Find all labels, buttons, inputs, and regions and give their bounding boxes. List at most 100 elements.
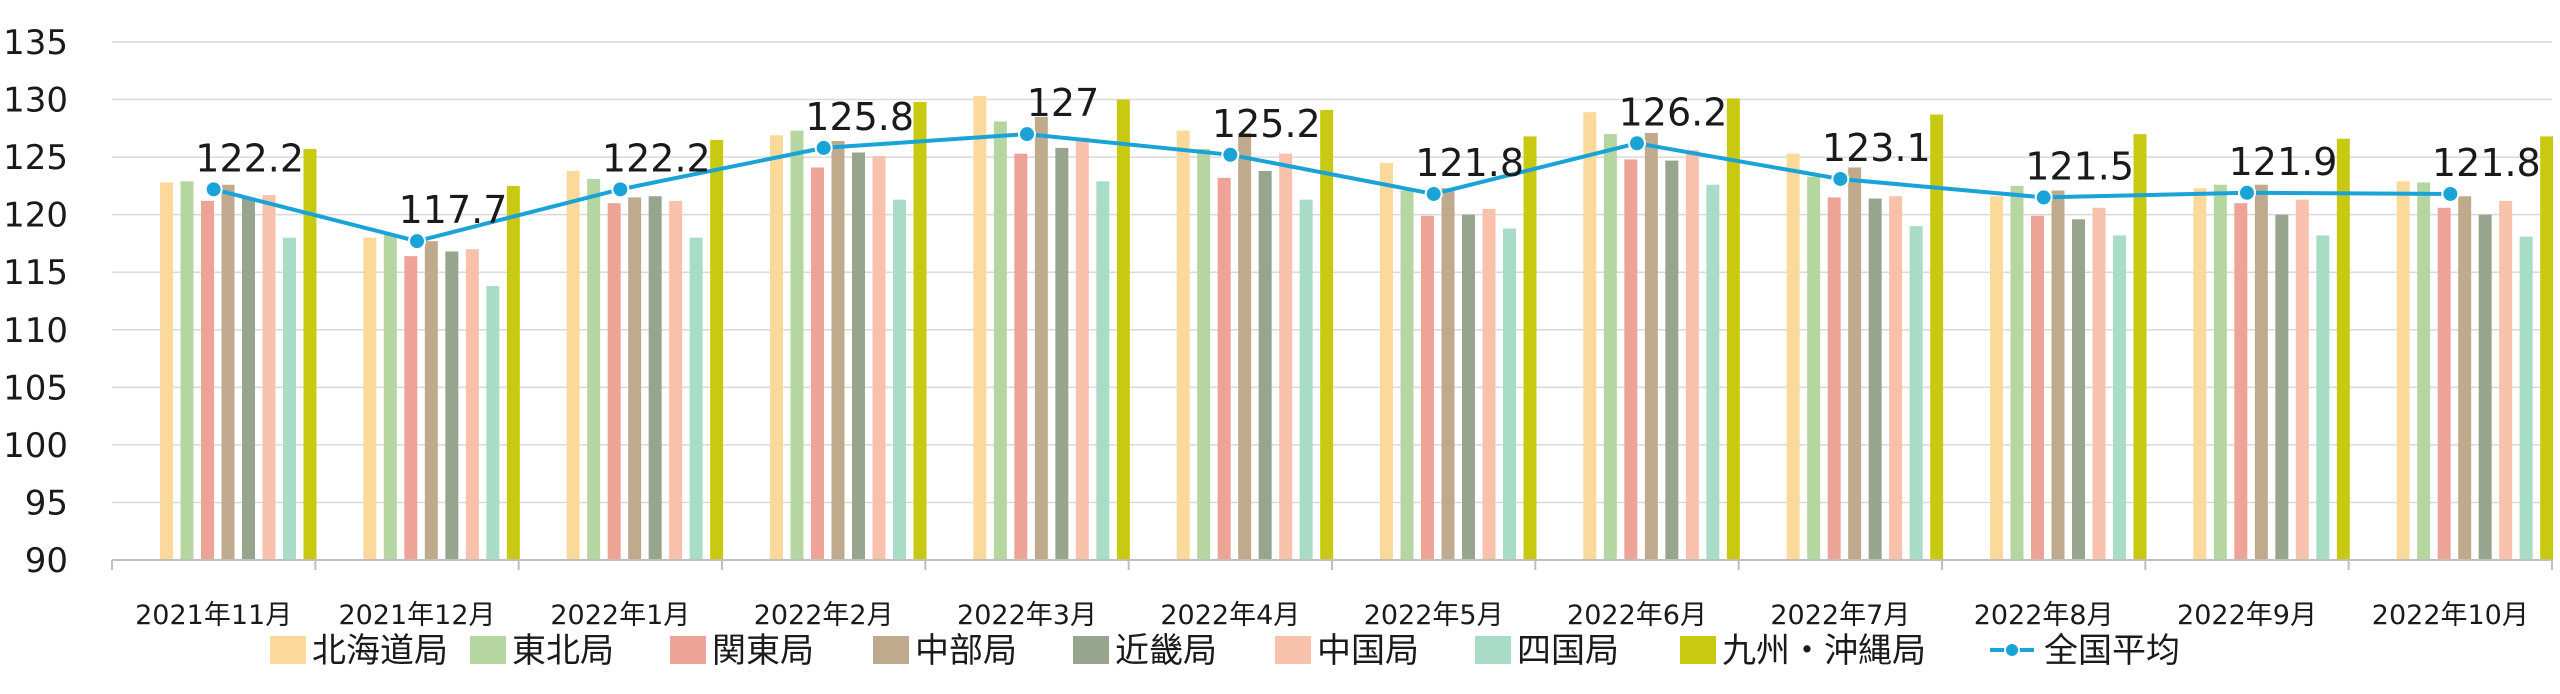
- bar: [1583, 112, 1597, 561]
- x-axis: [111, 559, 2553, 570]
- legend-label: 近畿局: [1115, 631, 1217, 671]
- bar: [363, 237, 377, 560]
- legend-swatch: [470, 636, 506, 664]
- line-point: [2441, 184, 2460, 203]
- data-label: 122.2: [602, 136, 711, 180]
- bar: [1868, 198, 1882, 560]
- bar: [2275, 214, 2289, 560]
- bar: [811, 167, 824, 560]
- bar: [607, 203, 621, 560]
- y-axis-ticks: 90 95 100 105 110 115 120 125 130 135: [3, 23, 68, 581]
- bar: [2133, 134, 2147, 561]
- bar: [1299, 199, 1313, 561]
- bar: [1726, 98, 1740, 560]
- bars: [160, 96, 2554, 561]
- data-label: 121.8: [2432, 141, 2541, 185]
- bar: [2193, 188, 2207, 561]
- data-label: 121.8: [1415, 141, 1524, 185]
- y-tick-label: 135: [3, 23, 68, 63]
- bar: [2072, 219, 2085, 560]
- bar: [2396, 181, 2410, 561]
- line-point: [814, 138, 833, 157]
- bar: [486, 286, 500, 560]
- bar: [1889, 196, 1903, 560]
- bar: [424, 241, 438, 561]
- bar: [852, 152, 865, 561]
- bar: [1116, 99, 1130, 561]
- x-tick-label: 2022年4月: [1160, 600, 1300, 631]
- y-tick-label: 110: [3, 311, 68, 351]
- bar: [2316, 235, 2330, 561]
- x-tick-label: 2022年10月: [2372, 600, 2529, 631]
- line-point: [1221, 145, 1240, 164]
- legend-label: 中部局: [915, 631, 1017, 671]
- data-label: 121.9: [2229, 140, 2338, 184]
- bar: [1258, 170, 1272, 560]
- bar: [1176, 130, 1190, 560]
- bar: [404, 256, 418, 560]
- bar: [587, 178, 601, 560]
- bar: [1421, 215, 1434, 560]
- legend-swatch: [1475, 636, 1511, 664]
- average-line-path: [213, 132, 2451, 244]
- bar: [1441, 188, 1455, 561]
- bar: [1930, 114, 1944, 561]
- y-tick-label: 100: [3, 426, 68, 466]
- x-tick-label: 2022年3月: [957, 600, 1097, 631]
- bar: [1400, 190, 1414, 560]
- bar: [242, 197, 255, 560]
- bar: [566, 170, 580, 560]
- bar: [1827, 197, 1841, 560]
- bar: [973, 96, 987, 560]
- data-label: 123.1: [1822, 126, 1931, 170]
- bar: [1786, 153, 1800, 560]
- data-label: 125.8: [805, 95, 914, 139]
- average-line: [204, 125, 2460, 251]
- legend-swatch: [1275, 636, 1311, 664]
- line-point: [204, 180, 223, 199]
- legend-line-marker: [2004, 642, 2020, 658]
- bar: [1503, 228, 1516, 561]
- x-tick-label: 2022年8月: [1974, 600, 2114, 631]
- y-tick-label: 125: [3, 138, 68, 178]
- bar: [2458, 196, 2472, 560]
- bar: [1380, 162, 1393, 560]
- bar: [1644, 132, 1658, 560]
- line-point: [1628, 134, 1646, 153]
- bar: [872, 155, 886, 560]
- bar: [1217, 177, 1231, 560]
- legend-swatch: [1680, 636, 1716, 664]
- bar: [2417, 182, 2431, 561]
- line-point: [1018, 125, 1036, 144]
- bar: [2213, 184, 2227, 560]
- bar: [1034, 116, 1048, 561]
- y-tick-label: 105: [3, 368, 68, 408]
- legend-label: 東北局: [512, 631, 614, 671]
- bar: [1320, 109, 1334, 560]
- bar: [1685, 150, 1699, 560]
- bar: [1807, 176, 1821, 560]
- y-tick-label: 130: [3, 81, 68, 121]
- bar: [1909, 226, 1923, 560]
- bar: [770, 135, 783, 561]
- data-label: 117.7: [399, 188, 508, 232]
- x-tick-label: 2022年2月: [754, 600, 894, 631]
- legend-label: 北海道局: [312, 631, 448, 671]
- y-tick-label: 90: [25, 541, 68, 581]
- data-label: 126.2: [1619, 90, 1728, 134]
- bar: [1523, 136, 1537, 560]
- line-point: [2238, 183, 2256, 202]
- data-labels: 122.2 117.7 122.2 125.8 127 125.2 121.8 126.2 12…: [195, 81, 2540, 232]
- bar: [506, 185, 520, 560]
- data-label: 122.2: [195, 136, 304, 180]
- bar: [262, 195, 276, 560]
- bar: [303, 149, 317, 560]
- bar: [2010, 185, 2024, 560]
- legend-label: 中国局: [1317, 631, 1419, 671]
- x-axis-ticks: 2021年11月 2021年12月 2022年1月 2022年2月 2022年3月 202…: [135, 600, 2529, 631]
- bar: [993, 121, 1007, 560]
- legend-swatch: [670, 636, 706, 664]
- bar: [283, 237, 296, 560]
